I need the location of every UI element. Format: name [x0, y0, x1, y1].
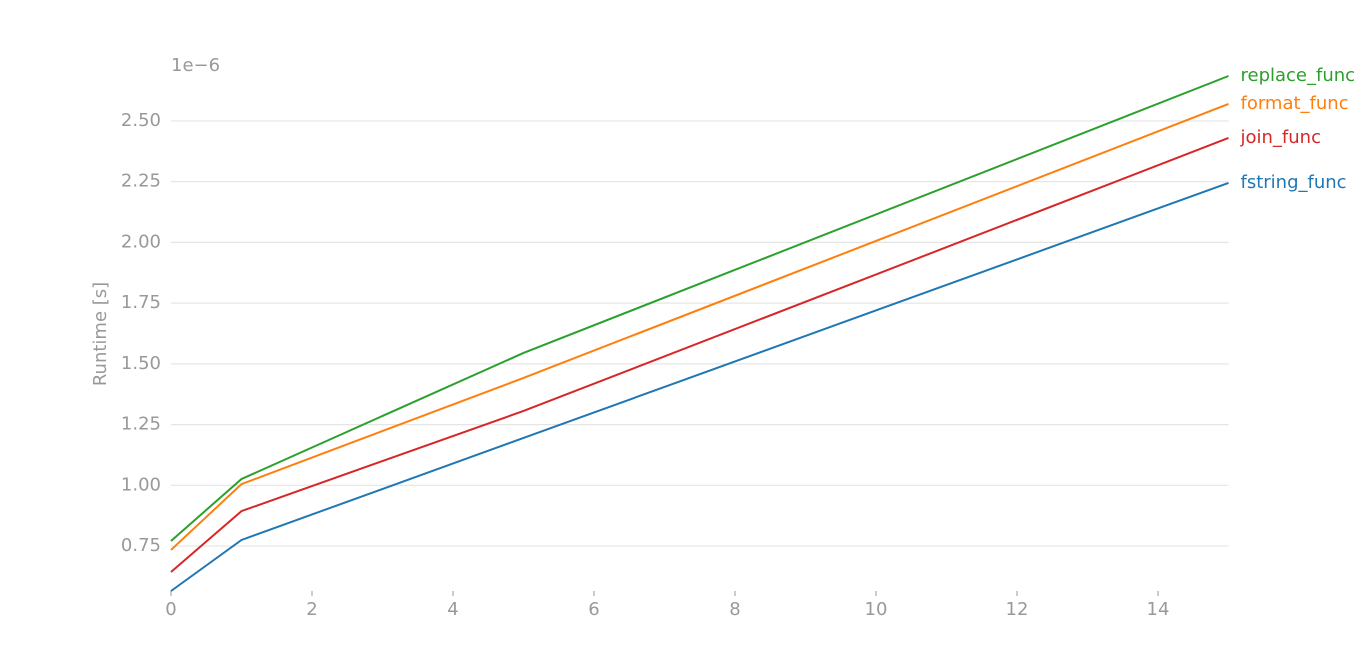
- line: [170, 75, 1229, 542]
- x-tick-label: 12: [1006, 599, 1029, 620]
- y-offset-label: 1e−6: [171, 55, 220, 76]
- y-tick-label: 1.75: [121, 292, 161, 313]
- line: [170, 181, 1229, 592]
- x-tick-label: 10: [865, 599, 888, 620]
- y-tick-label: 2.25: [121, 171, 161, 192]
- series-label: fstring_func: [1241, 172, 1347, 193]
- x-tick-label: 4: [447, 599, 458, 620]
- x-tick-label: 8: [729, 599, 740, 620]
- series-label: replace_func: [1241, 65, 1356, 86]
- y-tick-label: 2.50: [121, 110, 161, 131]
- x-tick-label: 2: [306, 599, 317, 620]
- y-tick-label: 1.00: [121, 474, 161, 495]
- series-label: format_func: [1241, 93, 1349, 114]
- x-tick-label: 6: [588, 599, 599, 620]
- y-axis-label: Runtime [s]: [90, 282, 111, 386]
- series-label: join_func: [1240, 127, 1321, 148]
- x-tick-label: 14: [1147, 599, 1170, 620]
- y-tick-label: 0.75: [121, 535, 161, 556]
- y-tick-label: 1.25: [121, 414, 161, 435]
- line: [170, 103, 1229, 551]
- x-tick-label: 0: [165, 599, 176, 620]
- y-tick-label: 2.00: [121, 231, 161, 252]
- line: [170, 137, 1229, 573]
- y-tick-label: 1.50: [121, 353, 161, 374]
